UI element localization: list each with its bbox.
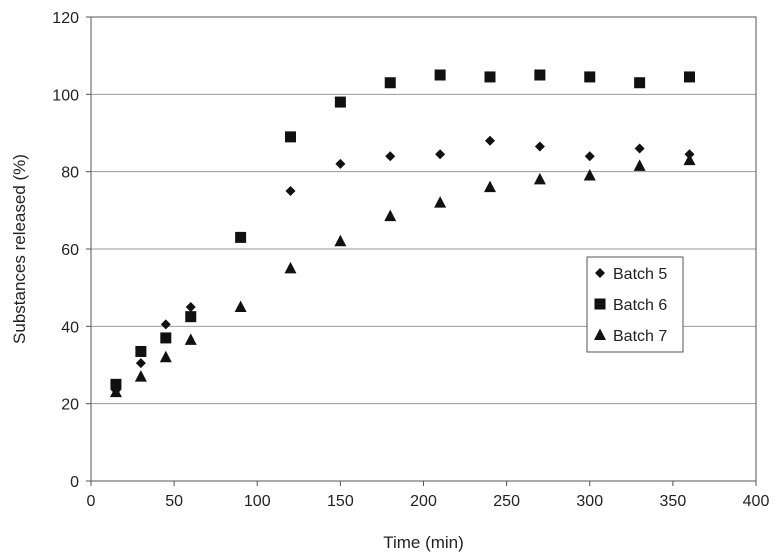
data-point-triangle (234, 300, 247, 312)
legend-marker-square (594, 298, 606, 310)
x-tick-label: 300 (576, 493, 603, 510)
data-point-triangle (583, 169, 596, 181)
y-tick-label: 100 (52, 87, 79, 104)
data-point-diamond (634, 143, 645, 154)
legend-label: Batch 7 (613, 328, 667, 345)
x-tick-label: 100 (244, 493, 271, 510)
data-point-diamond (185, 302, 196, 312)
data-point-square (684, 71, 695, 83)
data-point-diamond (135, 358, 146, 369)
legend-label: Batch 6 (613, 297, 667, 314)
legend-item: Batch 5 (595, 266, 667, 283)
data-point-triangle (683, 153, 696, 166)
data-point-square (185, 311, 197, 323)
x-tick-label: 50 (165, 493, 183, 510)
y-tick-label: 120 (52, 10, 79, 27)
x-axis-ticks: 0 50 100 150 200 250 300 350 400 (87, 481, 770, 510)
x-tick-label: 350 (660, 493, 687, 510)
data-point-square (534, 69, 546, 81)
y-tick-label: 60 (61, 242, 79, 259)
x-tick-label: 200 (410, 493, 437, 510)
y-tick-label: 0 (70, 474, 79, 491)
data-point-diamond (435, 149, 446, 160)
legend-item: Batch 6 (594, 297, 667, 314)
data-point-triangle (384, 209, 397, 222)
legend: Batch 5 Batch 6 Batch 7 (586, 256, 684, 353)
data-point-triangle (109, 385, 122, 398)
legend-marker-triangle (594, 328, 606, 340)
y-axis-ticks: 0 20 40 60 80 100 120 (52, 10, 91, 491)
series-3 (109, 153, 696, 398)
data-point-diamond (160, 319, 171, 330)
data-point-triangle (184, 333, 197, 345)
data-point-triangle (533, 172, 546, 185)
x-tick-label: 400 (743, 493, 770, 510)
data-point-triangle (334, 234, 347, 247)
series-2 (110, 69, 695, 390)
x-tick-label: 250 (493, 493, 520, 510)
data-point-square (384, 77, 396, 89)
legend-item: Batch 7 (594, 328, 667, 345)
data-point-square (584, 71, 596, 83)
y-axis-title: Substances released (%) (10, 154, 29, 344)
data-point-triangle (633, 159, 646, 171)
data-point-diamond (584, 151, 595, 162)
x-axis-title: Time (min) (383, 533, 464, 552)
x-tick-label: 150 (327, 493, 354, 510)
y-tick-label: 40 (61, 319, 79, 336)
data-point-square (235, 231, 247, 243)
data-point-diamond (534, 141, 545, 152)
data-point-square (434, 69, 446, 81)
data-point-triangle (159, 350, 172, 363)
data-point-square (285, 131, 296, 143)
data-point-diamond (485, 135, 495, 146)
data-point-square (334, 96, 346, 108)
data-points (109, 69, 696, 398)
data-point-diamond (285, 186, 296, 196)
data-point-square (634, 77, 646, 89)
gridlines (91, 93, 756, 405)
data-point-square (110, 378, 122, 390)
data-point-triangle (434, 196, 447, 208)
data-point-triangle (284, 261, 297, 274)
data-point-diamond (335, 158, 346, 169)
y-tick-label: 80 (61, 165, 79, 182)
data-point-square (160, 332, 172, 344)
legend-marker-diamond (595, 268, 605, 278)
data-point-triangle (484, 180, 496, 193)
data-point-triangle (134, 370, 147, 382)
x-tick-label: 0 (87, 493, 96, 510)
legend-label: Batch 5 (613, 266, 667, 283)
data-point-square (484, 71, 496, 83)
data-point-square (135, 345, 147, 357)
y-tick-label: 20 (61, 397, 79, 414)
data-point-diamond (385, 151, 396, 162)
legend-items: Batch 5 Batch 6 Batch 7 (594, 266, 667, 345)
